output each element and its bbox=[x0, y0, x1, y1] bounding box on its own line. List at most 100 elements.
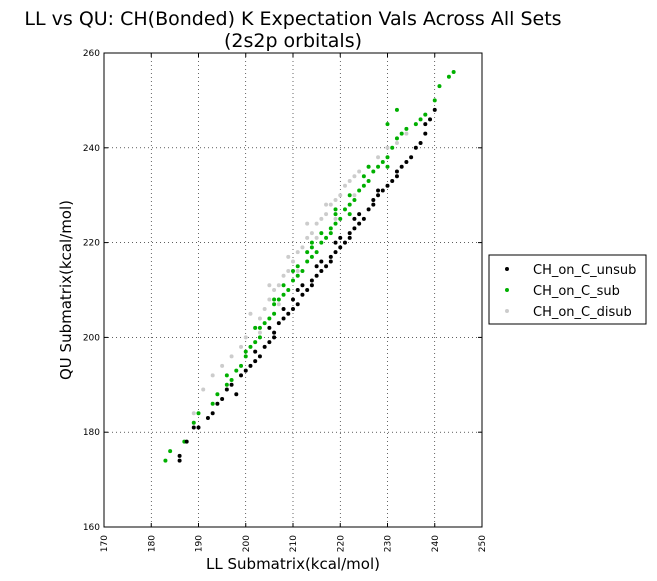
chart-title: LL vs QU: CH(Bonded) K Expectation Vals … bbox=[24, 8, 561, 30]
data-point bbox=[324, 202, 329, 207]
data-point bbox=[239, 363, 244, 368]
data-point bbox=[300, 292, 305, 297]
data-point bbox=[409, 155, 414, 160]
data-point bbox=[333, 197, 338, 202]
data-point bbox=[234, 392, 239, 397]
data-point bbox=[262, 344, 267, 349]
data-point bbox=[253, 340, 258, 345]
data-point bbox=[413, 145, 418, 150]
x-tick-label: 190 bbox=[195, 535, 205, 552]
legend-marker-unsub bbox=[505, 267, 509, 271]
x-tick-label: 180 bbox=[147, 535, 157, 552]
data-point bbox=[168, 449, 173, 454]
data-point bbox=[333, 240, 338, 245]
data-point bbox=[309, 278, 314, 283]
data-point bbox=[295, 302, 300, 307]
data-point bbox=[413, 122, 418, 127]
data-point bbox=[205, 415, 210, 420]
data-point bbox=[376, 155, 381, 160]
data-point bbox=[286, 269, 291, 274]
data-point bbox=[347, 212, 352, 217]
data-point bbox=[380, 160, 385, 165]
data-point bbox=[376, 164, 381, 169]
data-point bbox=[286, 311, 291, 316]
data-point bbox=[267, 283, 272, 288]
data-point bbox=[394, 141, 399, 146]
data-point bbox=[253, 359, 258, 364]
data-point bbox=[291, 259, 295, 264]
data-point bbox=[281, 283, 286, 288]
data-point bbox=[352, 216, 357, 221]
data-point bbox=[319, 231, 324, 236]
data-point bbox=[243, 354, 248, 359]
data-point bbox=[357, 221, 362, 226]
data-point bbox=[342, 240, 347, 245]
data-point bbox=[309, 283, 314, 288]
data-point bbox=[257, 354, 262, 359]
data-point bbox=[253, 325, 258, 330]
data-point bbox=[272, 297, 277, 302]
data-point bbox=[404, 131, 409, 136]
data-point bbox=[291, 297, 295, 302]
data-point bbox=[361, 183, 366, 188]
data-point bbox=[380, 188, 385, 193]
legend-label-sub: CH_on_C_sub bbox=[533, 284, 620, 299]
data-point bbox=[267, 340, 272, 345]
data-point bbox=[385, 164, 390, 169]
data-point bbox=[248, 311, 253, 316]
data-point bbox=[390, 178, 395, 183]
data-point bbox=[371, 202, 376, 207]
data-point bbox=[243, 349, 248, 354]
data-point bbox=[229, 354, 234, 359]
data-point bbox=[333, 212, 338, 217]
data-point bbox=[177, 458, 182, 463]
data-point bbox=[300, 283, 305, 288]
series-CH_on_C_unsub bbox=[177, 107, 437, 463]
data-point bbox=[352, 226, 357, 231]
data-point bbox=[319, 216, 324, 221]
data-point bbox=[361, 216, 366, 221]
x-tick-label: 170 bbox=[100, 535, 110, 552]
data-point bbox=[432, 98, 437, 103]
legend: CH_on_C_unsub CH_on_C_sub CH_on_C_disub bbox=[488, 254, 647, 325]
data-point bbox=[333, 216, 338, 221]
data-point bbox=[272, 335, 277, 340]
data-point bbox=[309, 245, 314, 250]
data-point bbox=[385, 122, 390, 127]
data-point bbox=[248, 344, 253, 349]
data-point bbox=[196, 411, 201, 416]
data-point bbox=[357, 169, 362, 174]
chart-subtitle: (2s2p orbitals) bbox=[224, 30, 362, 52]
data-point bbox=[338, 235, 343, 240]
x-tick-label: 240 bbox=[431, 535, 441, 552]
data-point bbox=[399, 131, 404, 136]
data-point bbox=[394, 107, 399, 112]
data-point bbox=[390, 145, 395, 150]
y-tick-label: 240 bbox=[83, 144, 100, 154]
y-tick-label: 160 bbox=[83, 523, 100, 533]
data-point bbox=[224, 387, 229, 392]
axis-ticks: 170 180 190 200 210 220 230 240 250 160 180 200 220 2… bbox=[83, 49, 488, 552]
data-point bbox=[191, 411, 196, 416]
data-point bbox=[295, 288, 300, 292]
x-tick-label: 220 bbox=[336, 535, 346, 552]
data-point bbox=[314, 264, 319, 269]
data-point bbox=[418, 117, 423, 122]
data-point bbox=[305, 288, 310, 292]
legend-marker-sub bbox=[505, 288, 509, 292]
legend-label-disub: CH_on_C_disub bbox=[533, 305, 632, 320]
data-point bbox=[243, 335, 248, 340]
y-tick-label: 260 bbox=[83, 49, 100, 59]
data-point bbox=[291, 269, 295, 274]
data-point bbox=[267, 325, 272, 330]
data-point bbox=[333, 221, 338, 226]
data-point bbox=[347, 235, 352, 240]
data-point bbox=[451, 69, 456, 74]
data-point bbox=[418, 141, 423, 146]
data-point bbox=[210, 373, 215, 378]
data-point bbox=[319, 240, 324, 245]
y-tick-label: 220 bbox=[83, 239, 100, 249]
data-point bbox=[404, 160, 409, 165]
data-point bbox=[267, 297, 272, 302]
